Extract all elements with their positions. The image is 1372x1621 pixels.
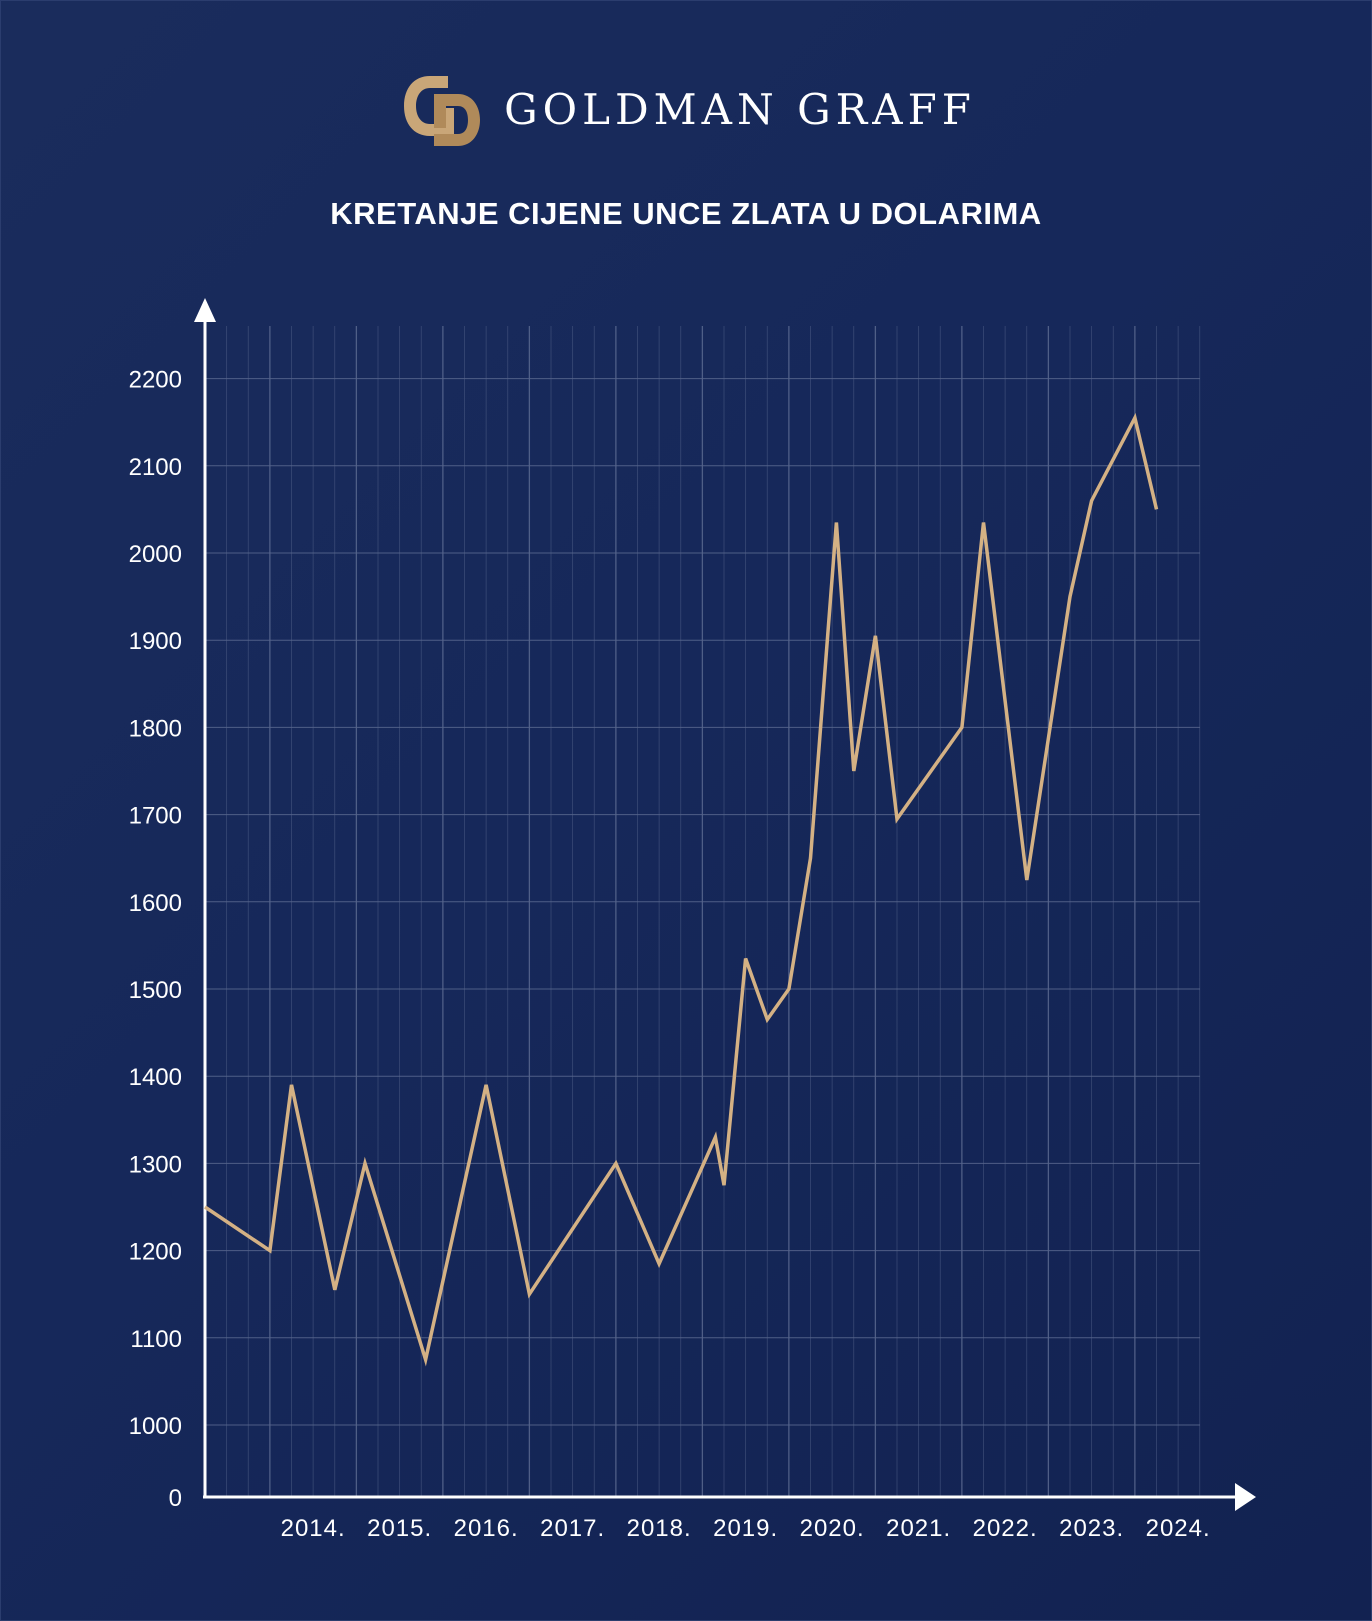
x-tick-label: 2023. [1059,1515,1124,1542]
y-tick-label: 1300 [129,1151,182,1178]
x-tick-label: 2016. [454,1515,519,1542]
y-tick-label: 1800 [129,715,182,742]
x-tick-label: 2015. [367,1515,432,1542]
y-tick-label: 1600 [129,890,182,917]
x-axis-arrow-icon [1235,1483,1256,1511]
x-tick-label: 2021. [886,1515,951,1542]
x-tick-label: 2022. [973,1515,1038,1542]
chart-title: KRETANJE CIJENE UNCE ZLATA U DOLARIMA [330,196,1042,231]
y-axis-arrow-icon [194,298,216,322]
y-tick-label: 1400 [129,1064,182,1091]
y-tick-label: 1500 [129,977,182,1004]
y-tick-label: 1100 [130,1326,182,1353]
goldman-graff-logo-icon [404,76,481,146]
y-tick-label: 1200 [129,1239,182,1266]
x-tick-label: 2017. [540,1515,605,1542]
x-tick-label: 2019. [713,1515,778,1542]
x-tick-label: 2020. [800,1515,865,1542]
x-tick-label: 2018. [627,1515,692,1542]
y-tick-label: 0 [169,1485,182,1512]
gold-price-series-line [204,412,1159,1367]
y-tick-label: 1700 [129,803,182,830]
y-tick-label: 1000 [129,1413,182,1440]
brand-name: GOLDMAN GRAFF [504,84,976,134]
x-tick-label: 2014. [281,1515,346,1542]
y-tick-label: 2100 [129,454,182,481]
y-tick-label: 2200 [129,367,182,394]
y-tick-label: 2000 [129,541,182,568]
brand-logo: GOLDMAN GRAFF [0,66,1372,152]
y-tick-label: 1900 [129,628,182,655]
x-tick-label: 2024. [1146,1515,1211,1542]
